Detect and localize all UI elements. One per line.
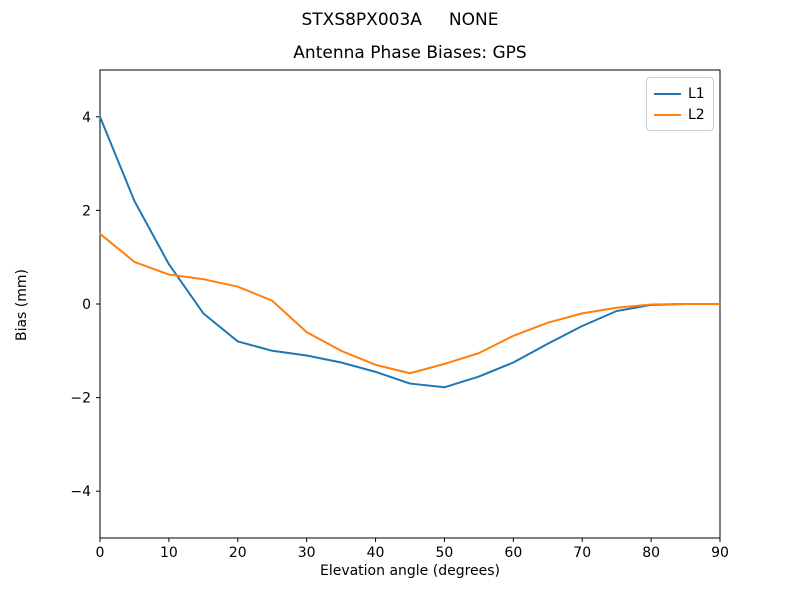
x-tick-label: 30 [298, 545, 316, 561]
x-axis-label: Elevation angle (degrees) [319, 563, 501, 579]
legend: L1 L2 [646, 77, 714, 131]
y-tick-label: 0 [82, 297, 91, 313]
legend-label-l1: L1 [688, 85, 705, 102]
x-tick-label: 40 [367, 545, 385, 561]
y-tick-label: 4 [82, 110, 91, 126]
chart-title: Antenna Phase Biases: GPS [293, 43, 527, 63]
line-series-l2 [99, 232, 721, 375]
x-tick-label: 80 [642, 545, 660, 561]
x-tick-label: 50 [436, 545, 454, 561]
legend-label-l2: L2 [688, 106, 705, 123]
y-tick-label: −4 [70, 484, 91, 500]
legend-item-l1: L1 [654, 83, 705, 104]
x-tick-label: 0 [96, 545, 105, 561]
y-tick-label: 2 [82, 203, 91, 219]
x-tick-label: 10 [160, 545, 178, 561]
y-tick-label: −2 [70, 391, 91, 407]
x-tick-label: 60 [504, 545, 522, 561]
x-tick-label: 70 [573, 545, 591, 561]
axes-frame [99, 69, 721, 539]
figure-suptitle: STXS8PX003A NONE [301, 10, 499, 30]
legend-line-swatch-l1 [654, 92, 681, 95]
legend-item-l2: L2 [654, 104, 705, 125]
x-tick-label: 90 [711, 545, 729, 561]
line-series-l1 [99, 115, 721, 389]
x-tick-label: 20 [229, 545, 247, 561]
legend-line-swatch-l2 [654, 113, 681, 116]
y-axis-label: Bias (mm) [14, 268, 30, 342]
